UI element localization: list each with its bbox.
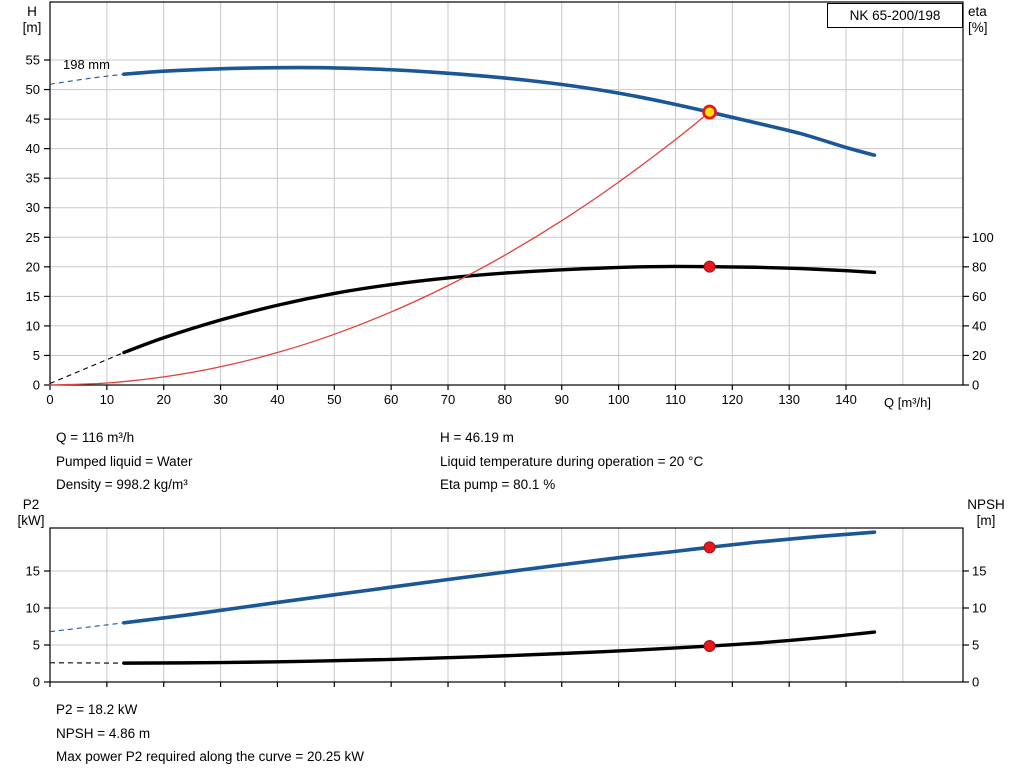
p2-curve-extrapolated [49,622,124,633]
tick-label-left: 15 [26,289,40,304]
right-axis-title-npsh: NPSH [m] [959,497,1013,529]
tick-label-left: 40 [26,141,40,156]
tick-label-right: 15 [972,564,986,579]
eta-curve-extrapolated [49,351,125,385]
tick-label-left: 5 [33,348,40,363]
tick-label-left: 0 [33,675,40,690]
right-axis-unit: [%] [968,20,988,35]
tick-label-x: 50 [327,392,341,407]
tick-label-left: 55 [26,53,40,68]
x-axis-title-flow: Q [m³/h] [884,395,931,410]
power-info: P2 = 18.2 kW NPSH = 4.86 m Max power P2 … [56,698,364,769]
tick-label-x: 70 [441,392,455,407]
tick-label-right: 100 [972,230,994,245]
right-axis-name: eta [968,4,987,19]
left-axis-name: H [27,4,37,19]
tick-label-right: 10 [972,601,986,616]
tick-label-right: 0 [972,675,979,690]
plot-frame [49,527,964,683]
info-temperature: Liquid temperature during operation = 20… [440,453,704,469]
tick-label-left: 10 [26,601,40,616]
tick-label-right: 80 [972,259,986,274]
tick-label-left: 10 [26,318,40,333]
p2-axis-name: P2 [22,497,40,512]
tick-label-left: 30 [26,200,40,215]
left-axis-unit: [m] [22,20,42,35]
qh-curve-extrapolated [49,73,124,85]
tick-label-x: 10 [100,392,114,407]
eta-curve [122,264,877,355]
tick-label-left: 5 [33,638,40,653]
info-max-power: Max power P2 required along the curve = … [56,749,365,764]
tick-label-right: 40 [972,318,986,333]
tick-label-left: 25 [26,230,40,245]
left-axis-title-head: H [m] [12,4,52,36]
tick-label-x: 90 [555,392,569,407]
eta-duty-dot [703,260,716,273]
pump-model-box: NK 65-200/198 [827,3,963,28]
tick-label-right: 5 [972,638,979,653]
tick-label-x: 60 [384,392,398,407]
tick-label-left: 20 [26,259,40,274]
info-head: H = 46.19 m [440,430,514,445]
p2-duty-dot [703,541,716,554]
info-flow: Q = 116 m³/h [56,430,135,445]
tick-label-x: 80 [498,392,512,407]
npsh-duty-dot [703,640,716,653]
info-eta: Eta pump = 80.1 % [440,477,556,492]
npsh-axis-unit: [m] [976,513,996,528]
tick-label-x: 40 [270,392,284,407]
tick-label-left: 50 [26,82,40,97]
tick-label-x: 120 [721,392,743,407]
info-density: Density = 998.2 kg/m³ [56,477,188,492]
p2-axis-unit: [kW] [17,513,45,528]
p2-curve [122,530,877,625]
plot-frame [49,1,964,386]
npsh-curve [122,630,877,665]
impeller-diameter-label: 198 mm [63,57,110,72]
duty-info-right: H = 46.19 m Liquid temperature during op… [440,426,703,497]
tick-label-right: 20 [972,348,986,363]
system-curve [49,111,711,386]
duty-point [702,104,717,120]
left-axis-title-p2: P2 [kW] [9,497,53,529]
tick-label-left: 45 [26,112,40,127]
tick-label-left: 35 [26,171,40,186]
info-npsh: NPSH = 4.86 m [56,725,151,741]
tick-label-left: 15 [26,564,40,579]
right-axis-title-eta: eta [%] [968,4,1012,36]
info-liquid: Pumped liquid = Water [56,453,193,469]
tick-label-x: 100 [608,392,630,407]
tick-label-right: 0 [972,378,979,393]
tick-label-x: 110 [665,392,686,407]
tick-label-x: 130 [778,392,800,407]
tick-label-x: 30 [213,392,227,407]
npsh-axis-name: NPSH [967,497,1005,512]
tick-label-right: 60 [972,289,986,304]
info-p2: P2 = 18.2 kW [56,702,138,717]
tick-label-x: 0 [46,392,53,407]
tick-label-left: 0 [33,378,40,393]
tick-label-x: 140 [835,392,857,407]
duty-info-left: Q = 116 m³/h Pumped liquid = Water Densi… [56,426,192,497]
tick-label-x: 20 [156,392,170,407]
qh-curve [122,65,877,157]
